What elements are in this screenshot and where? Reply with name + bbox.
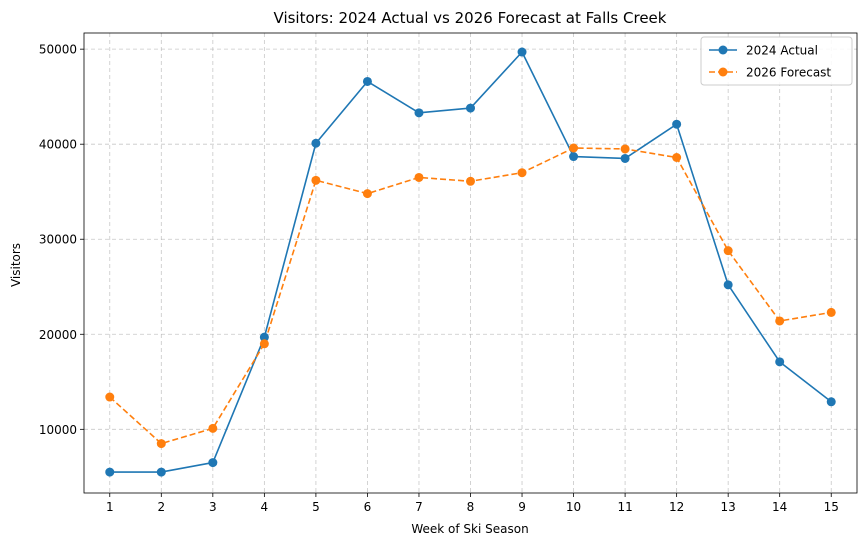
data-point-actual — [311, 138, 321, 148]
data-point-forecast — [775, 316, 785, 326]
chart-title: Visitors: 2024 Actual vs 2026 Forecast a… — [274, 9, 667, 27]
x-tick-label: 7 — [415, 500, 423, 514]
data-point-actual — [826, 397, 836, 407]
y-axis-label: Visitors — [9, 243, 23, 287]
data-point-forecast — [569, 143, 579, 153]
data-point-actual — [775, 357, 785, 367]
x-tick-label: 5 — [312, 500, 320, 514]
y-tick-label: 30000 — [39, 233, 77, 247]
x-tick-label: 9 — [518, 500, 526, 514]
x-tick-label: 13 — [721, 500, 736, 514]
x-tick-label: 8 — [467, 500, 475, 514]
data-point-actual — [156, 467, 166, 477]
x-tick-label: 15 — [824, 500, 839, 514]
data-point-actual — [620, 153, 630, 163]
x-axis-label: Week of Ski Season — [411, 522, 528, 536]
data-point-actual — [517, 47, 527, 57]
legend-marker-actual — [718, 45, 728, 55]
y-tick-label: 10000 — [39, 423, 77, 437]
x-tick-label: 1 — [106, 500, 114, 514]
y-tick-label: 40000 — [39, 138, 77, 152]
data-point-forecast — [105, 392, 115, 402]
data-point-forecast — [362, 189, 372, 199]
data-point-actual — [723, 280, 733, 290]
legend-box — [700, 36, 853, 86]
data-point-forecast — [672, 153, 682, 163]
legend-label-actual: 2024 Actual — [746, 44, 818, 58]
data-point-actual — [105, 467, 115, 477]
legend-marker-forecast — [718, 67, 728, 77]
x-tick-label: 6 — [364, 500, 372, 514]
data-point-forecast — [414, 172, 424, 182]
data-point-actual — [259, 332, 269, 342]
data-point-forecast — [156, 439, 166, 449]
series-layer — [105, 47, 836, 477]
data-point-actual — [569, 152, 579, 162]
x-tick-label: 4 — [261, 500, 269, 514]
x-tick-label: 11 — [617, 500, 632, 514]
legend-label-forecast: 2026 Forecast — [746, 66, 831, 80]
data-point-forecast — [208, 423, 218, 433]
data-point-actual — [466, 103, 475, 113]
data-point-forecast — [466, 176, 475, 186]
data-point-forecast — [517, 168, 527, 178]
y-tick-label: 50000 — [39, 43, 77, 57]
y-tick-label: 20000 — [39, 328, 77, 342]
data-point-actual — [362, 76, 372, 86]
data-point-forecast — [723, 246, 733, 256]
axis-ticks: 1 2 3 4 5 6 7 8 9 10 11 12 13 14 151000020000300004000… — [39, 43, 839, 514]
data-point-actual — [414, 108, 424, 118]
x-tick-label: 2 — [157, 500, 165, 514]
data-point-actual — [208, 458, 218, 468]
data-point-forecast — [620, 144, 630, 154]
x-tick-label: 12 — [669, 500, 684, 514]
legend: 2024 Actual 2026 Forecast — [700, 36, 853, 86]
data-point-actual — [672, 119, 682, 129]
data-point-forecast — [259, 339, 269, 349]
data-point-forecast — [311, 175, 321, 185]
x-tick-label: 3 — [209, 500, 217, 514]
x-tick-label: 10 — [566, 500, 581, 514]
data-point-forecast — [826, 307, 836, 317]
x-tick-label: 14 — [772, 500, 787, 514]
